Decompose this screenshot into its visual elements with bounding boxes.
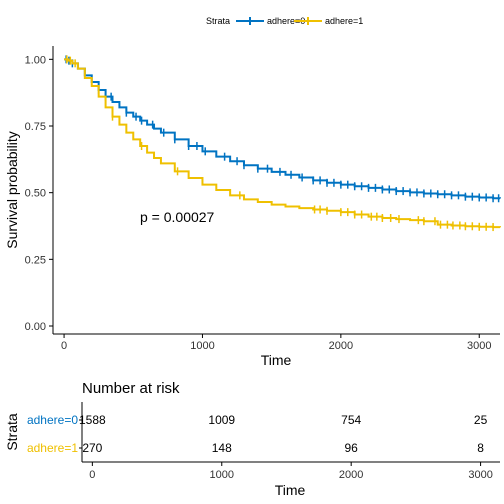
risk-count: 148 — [212, 441, 232, 455]
legend-label-adhere-0: adhere=0 — [267, 16, 305, 26]
risk-count: 1009 — [208, 413, 235, 427]
y-tick-label: 0.00 — [25, 321, 46, 333]
risk-count: 270 — [82, 441, 102, 455]
risk-row-label: adhere=1 — [27, 441, 78, 455]
risk-count: 8 — [477, 441, 484, 455]
x-tick-label: 3000 — [467, 340, 491, 352]
risk-x-tick-label: 1000 — [210, 469, 234, 481]
risk-y-axis-title: Strata — [4, 413, 20, 451]
legend: Strata adhere=0 adhere=1 — [206, 16, 363, 26]
survival-curve-adhere-1 — [64, 58, 501, 229]
risk-x-ticks: 0 1000 2000 3000 — [89, 462, 493, 481]
p-value-annotation: p = 0.00027 — [140, 209, 215, 225]
risk-count: 754 — [341, 413, 361, 427]
risk-count: 96 — [344, 441, 358, 455]
risk-x-axis-title: Time — [275, 482, 306, 498]
risk-x-tick-label: 3000 — [468, 469, 492, 481]
legend-item-adhere-1: adhere=1 — [294, 16, 363, 26]
legend-title: Strata — [206, 16, 230, 26]
survival-plot: 0.00 0.25 0.50 0.75 1.00 0 1000 2000 3000 p = 0… — [4, 46, 501, 368]
risk-count: 25 — [474, 413, 488, 427]
legend-item-adhere-0: adhere=0 — [236, 16, 305, 26]
series-adhere-1 — [64, 55, 501, 232]
risk-count: 1588 — [79, 413, 106, 427]
x-ticks: 0 1000 2000 3000 — [61, 334, 491, 352]
risk-row-adhere-0: adhere=0 1588 1009 754 25 — [27, 413, 488, 427]
y-tick-label: 0.75 — [25, 121, 46, 133]
risk-table-title: Number at risk — [82, 380, 180, 397]
y-axis-title: Survival probability — [4, 131, 20, 249]
legend-label-adhere-1: adhere=1 — [325, 16, 363, 26]
risk-x-tick-label: 0 — [89, 469, 95, 481]
risk-table: Number at risk adhere=0 1588 1009 754 25adhe… — [4, 380, 500, 498]
x-tick-label: 0 — [61, 340, 67, 352]
risk-rows: adhere=0 1588 1009 754 25 adhere=1 270 148 96 8 — [27, 413, 488, 455]
x-tick-label: 1000 — [190, 340, 214, 352]
risk-row-adhere-1: adhere=1 270 148 96 8 — [27, 441, 484, 455]
y-tick-label: 1.00 — [25, 54, 46, 66]
y-tick-label: 0.50 — [25, 188, 46, 200]
series-adhere-0 — [64, 55, 501, 203]
y-tick-label: 0.25 — [25, 254, 46, 266]
risk-row-label: adhere=0 — [27, 413, 78, 427]
x-axis-title: Time — [261, 352, 292, 368]
survival-curves — [64, 55, 501, 232]
risk-x-tick-label: 2000 — [339, 469, 363, 481]
survival-curve-adhere-0 — [64, 58, 501, 200]
y-ticks: 0.00 0.25 0.50 0.75 1.00 — [25, 54, 53, 333]
x-tick-label: 2000 — [329, 340, 353, 352]
